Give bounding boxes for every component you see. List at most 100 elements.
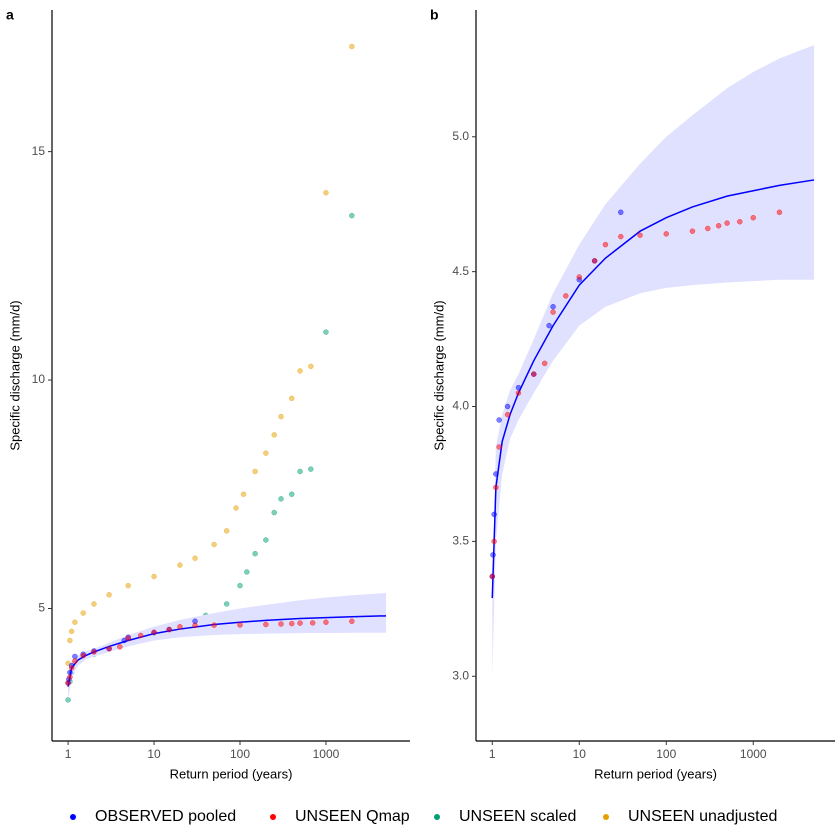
data-point	[67, 674, 73, 680]
data-point	[323, 190, 329, 196]
data-point	[737, 218, 743, 225]
data-point	[289, 491, 295, 498]
data-point	[278, 496, 284, 502]
data-point	[289, 620, 295, 627]
data-point	[637, 232, 643, 238]
data-point	[271, 432, 277, 438]
confidence-band	[68, 592, 387, 700]
legend-label: UNSEEN Qmap	[295, 808, 410, 825]
data-point	[240, 491, 247, 498]
y-axis-title: Specific discharge (mm/d)	[431, 300, 446, 450]
y-tick-label: 10	[32, 372, 46, 386]
data-point	[349, 212, 355, 219]
data-point	[349, 43, 355, 50]
data-point	[602, 241, 609, 248]
data-point	[211, 622, 217, 628]
legend-label: UNSEEN scaled	[459, 808, 576, 825]
data-point	[278, 621, 284, 627]
data-point	[177, 562, 183, 568]
data-point	[233, 505, 239, 511]
data-point	[68, 628, 75, 635]
data-point	[125, 635, 131, 641]
data-point	[618, 233, 624, 240]
data-point	[563, 293, 569, 299]
data-point	[192, 555, 198, 561]
data-point	[263, 537, 269, 543]
data-point	[493, 484, 499, 491]
data-point	[323, 619, 329, 625]
data-point	[531, 371, 537, 377]
data-point	[106, 592, 112, 598]
data-point	[252, 468, 258, 475]
data-point	[776, 209, 783, 216]
data-point	[72, 658, 78, 664]
y-tick-label: 5.0	[452, 129, 469, 143]
data-point	[106, 645, 112, 652]
data-point	[91, 601, 97, 607]
data-point	[137, 632, 144, 639]
legend-swatch	[70, 814, 76, 820]
data-point	[715, 223, 722, 229]
x-tick-label: 1000	[313, 747, 340, 761]
data-point	[663, 231, 670, 237]
y-tick-label: 5	[38, 601, 45, 615]
data-point	[271, 509, 277, 516]
data-point	[309, 620, 316, 626]
x-tick-label: 100	[230, 747, 250, 761]
x-tick-label: 1	[489, 747, 496, 761]
data-point	[591, 258, 598, 264]
data-point	[80, 652, 86, 659]
data-point	[263, 450, 269, 456]
legend-swatch	[270, 814, 276, 820]
data-point	[489, 573, 496, 580]
x-tick-label: 10	[573, 747, 587, 761]
data-point	[750, 214, 757, 221]
data-point	[192, 622, 198, 629]
data-point	[297, 620, 303, 626]
data-point	[541, 360, 548, 367]
data-point	[297, 468, 303, 475]
data-point	[80, 610, 86, 616]
x-tick-label: 1000	[740, 747, 767, 761]
data-point	[237, 622, 243, 628]
panel-label: b	[430, 7, 439, 23]
data-point	[504, 411, 511, 418]
data-point	[72, 653, 78, 660]
confidence-band	[492, 45, 815, 677]
data-point	[117, 644, 123, 650]
data-point	[491, 538, 497, 545]
data-point	[550, 303, 556, 310]
data-point	[67, 669, 73, 676]
data-point	[91, 649, 97, 655]
data-point	[308, 466, 314, 472]
data-point	[151, 629, 157, 636]
data-point	[705, 225, 711, 232]
data-point	[289, 395, 295, 402]
y-tick-label: 3.0	[452, 668, 469, 682]
data-point	[65, 680, 71, 686]
x-tick-label: 1	[65, 747, 72, 761]
y-axis-title: Specific discharge (mm/d)	[7, 300, 22, 450]
data-point	[515, 384, 522, 391]
data-point	[211, 541, 217, 548]
data-point	[151, 573, 157, 580]
data-point	[349, 618, 355, 625]
data-point	[493, 471, 499, 477]
data-point	[177, 624, 183, 630]
legend-label: UNSEEN unadjusted	[628, 808, 777, 825]
data-point	[618, 209, 624, 216]
data-point	[297, 368, 303, 374]
data-point	[223, 528, 230, 534]
y-tick-label: 3.5	[452, 534, 469, 548]
data-point	[515, 390, 522, 396]
data-point	[504, 403, 511, 410]
fit-line	[491, 179, 815, 599]
data-point	[237, 582, 243, 589]
data-point	[496, 444, 502, 450]
data-point	[252, 550, 258, 557]
data-point	[724, 220, 730, 226]
data-point	[491, 511, 497, 518]
legend-label: OBSERVED pooled	[95, 808, 236, 825]
y-tick-label: 4.0	[452, 399, 469, 413]
data-point	[72, 619, 78, 625]
